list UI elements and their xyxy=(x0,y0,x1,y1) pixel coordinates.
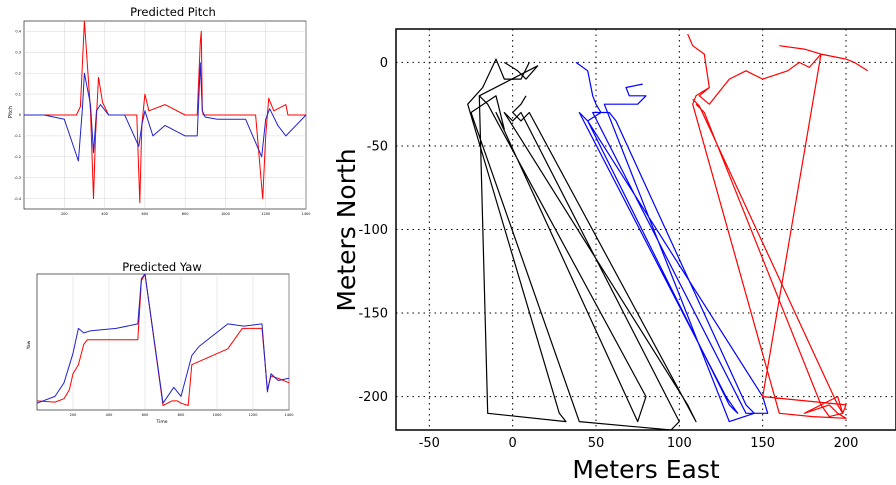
yaw-x-tick-label: 200 xyxy=(70,413,77,417)
trajectory-series-2-line xyxy=(479,61,539,97)
yaw-ylabel: Yaw xyxy=(26,340,32,350)
trajectory-ylabel: Meters North xyxy=(332,148,361,311)
pitch-x-tick-label: 600 xyxy=(142,212,149,216)
yaw-x-tick-label: 400 xyxy=(106,413,113,417)
yaw-series-1-line xyxy=(36,273,290,406)
trajectory-y-tick-label: -200 xyxy=(358,390,388,405)
trajectory-series-3-line xyxy=(575,61,769,423)
trajectory-series-1-line xyxy=(467,58,697,431)
pitch-x-tick-label: 800 xyxy=(182,212,189,216)
trajectory-x-tick-label: 100 xyxy=(667,436,692,451)
pitch-y-tick-label: 0.3 xyxy=(15,51,21,55)
trajectory-y-tick-label: -50 xyxy=(367,140,388,155)
pitch-y-tick-label: -0.2 xyxy=(14,155,21,159)
yaw-x-tick-label: 800 xyxy=(178,413,185,417)
pitch-y-tick-label: -0.3 xyxy=(14,176,21,180)
pitch-title: Predicted Pitch xyxy=(130,5,216,19)
yaw-x-tick-label: 600 xyxy=(142,413,149,417)
pitch-chart: Predicted Pitch Pitch 3D Output Predicte… xyxy=(8,5,310,216)
yaw-x-tick-label: 1000 xyxy=(213,413,222,417)
trajectory-series-5-line xyxy=(779,45,869,72)
trajectory-x-tick-label: -50 xyxy=(419,436,440,451)
trajectory-x-tick-label: 200 xyxy=(834,436,859,451)
trajectory-y-tick-label: -150 xyxy=(358,307,388,322)
yaw-xlabel: Time xyxy=(155,419,167,425)
trajectory-x-tick-label: 50 xyxy=(588,436,605,451)
trajectory-series-4-line xyxy=(687,33,847,419)
pitch-x-tick-label: 400 xyxy=(101,212,108,216)
pitch-y-tick-label: -0.1 xyxy=(14,134,21,138)
pitch-series-2-line xyxy=(24,62,307,162)
trajectory-y-tick-label: 0 xyxy=(380,56,388,71)
pitch-y-tick-label: -0.4 xyxy=(14,197,22,201)
pitch-x-tick-label: 1200 xyxy=(261,212,270,216)
yaw-title: Predicted Yaw xyxy=(122,260,202,274)
pitch-series-1-line xyxy=(24,20,306,204)
yaw-x-tick-label: 1200 xyxy=(249,413,258,417)
trajectory-x-tick-label: 0 xyxy=(509,436,517,451)
pitch-y-tick-label: 0.1 xyxy=(15,92,21,96)
trajectory-xlabel: Meters East xyxy=(572,455,720,484)
pitch-y-tick-label: 0.2 xyxy=(15,71,21,75)
pitch-x-tick-label: 1000 xyxy=(221,212,230,216)
pitch-ylabel: Pitch xyxy=(8,106,14,118)
yaw-chart: Predicted Yaw Time Yaw 3D Output Predict… xyxy=(26,260,293,425)
pitch-y-tick-label: 0.4 xyxy=(15,30,21,34)
trajectory-chart: Meters East Meters North -50 0 50 100 150 200… xyxy=(332,28,896,484)
pitch-x-tick-label: 200 xyxy=(61,212,68,216)
yaw-x-tick-label: 1400 xyxy=(285,413,294,417)
pitch-x-tick-label: 1400 xyxy=(302,212,311,216)
yaw-series-2-line xyxy=(36,273,290,404)
trajectory-x-tick-label: 150 xyxy=(750,436,775,451)
trajectory-y-tick-label: -100 xyxy=(358,223,388,238)
yaw-plot-frame xyxy=(36,273,290,411)
trajectory-series-6-line xyxy=(692,98,844,418)
pitch-y-tick-label: 0 xyxy=(19,113,21,117)
